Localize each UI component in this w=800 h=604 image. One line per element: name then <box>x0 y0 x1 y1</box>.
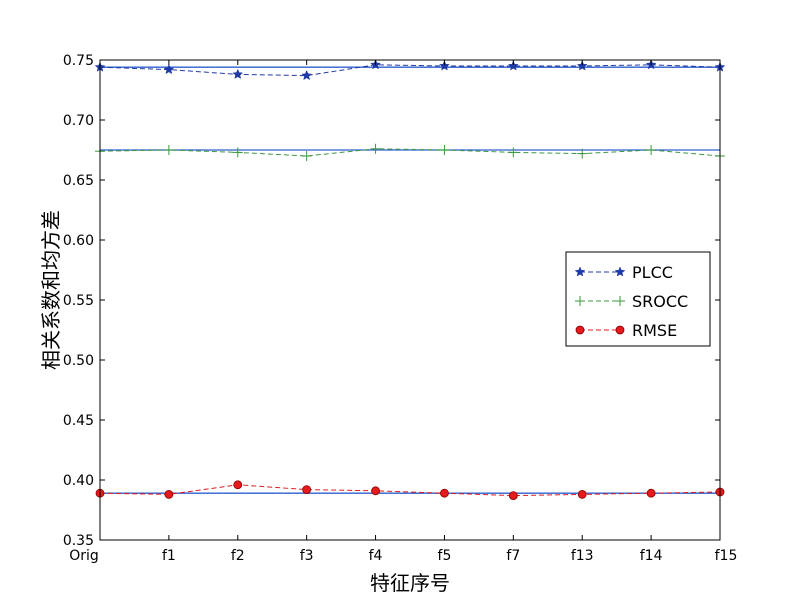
x-tick-label: f1 <box>162 548 176 564</box>
point-srocc-f13 <box>577 148 588 159</box>
point-srocc-f2 <box>232 147 243 158</box>
x-tick-label: Orig <box>69 548 99 564</box>
point-plcc-f7 <box>507 60 519 71</box>
legend-marker-srocc-b <box>615 296 625 306</box>
baseline-lines <box>100 66 720 494</box>
x-tick-label: f2 <box>231 548 245 564</box>
point-rmse-f2 <box>233 480 243 490</box>
y-tick-label: 0.70 <box>63 113 94 129</box>
point-rmse-f7 <box>508 491 518 501</box>
y-tick-label: 0.45 <box>63 413 94 429</box>
y-axis-label: 相关系数和均方差 <box>39 210 63 370</box>
x-tick-label: f15 <box>715 548 738 564</box>
legend-marker-plcc-b <box>614 266 626 277</box>
point-srocc-f1 <box>163 145 174 155</box>
legend-marker-plcc-a <box>574 266 586 277</box>
x-tick-label: f4 <box>369 548 383 564</box>
legend-label-srocc: SROCC <box>632 292 688 311</box>
x-tick-label: f3 <box>300 548 314 564</box>
point-rmse-f13 <box>577 489 587 499</box>
point-srocc-f3 <box>301 151 312 161</box>
x-tick-label: f14 <box>640 548 663 564</box>
legend-marker-rmse-a <box>575 325 585 335</box>
point-srocc-f4 <box>370 143 381 154</box>
y-tick-label: 0.65 <box>63 173 94 189</box>
point-plcc-f5 <box>439 60 450 71</box>
x-axis-label: 特征序号 <box>370 571 450 595</box>
y-tick-label: 0.50 <box>63 353 94 369</box>
point-rmse-f5 <box>440 488 449 498</box>
y-tick-label: 0.55 <box>63 293 94 309</box>
y-tick-label: 0.75 <box>63 53 94 69</box>
x-tick-label: f5 <box>438 548 452 564</box>
point-rmse-f3 <box>302 485 312 495</box>
point-plcc-f1 <box>163 63 175 75</box>
point-srocc-f7 <box>508 147 519 158</box>
legend-label-rmse: RMSE <box>632 321 677 340</box>
y-tick-label: 0.40 <box>63 473 94 489</box>
legend-marker-rmse-b <box>615 325 625 335</box>
y-tick-label: 0.35 <box>63 533 94 549</box>
point-rmse-f4 <box>371 486 380 496</box>
legend: PLCC SROCC RMSE <box>565 251 711 347</box>
point-srocc-f14 <box>646 145 657 155</box>
x-tick-label: f13 <box>571 548 594 564</box>
legend-label-plcc: PLCC <box>632 263 673 282</box>
point-plcc-f13 <box>576 60 588 71</box>
series-line-plcc <box>99 64 721 77</box>
y-tick-label: 0.60 <box>63 233 94 249</box>
legend-marker-srocc-a <box>575 296 585 306</box>
point-rmse-f14 <box>646 488 656 498</box>
x-tick-label: f7 <box>506 548 520 564</box>
point-rmse-f1 <box>164 489 174 499</box>
axes: 0.35 0.40 0.45 0.50 0.55 0.60 0.65 0.70 0.75 Orig… <box>39 53 737 595</box>
series-line-rmse <box>99 484 721 497</box>
point-srocc-f5 <box>439 145 450 155</box>
point-plcc-f2 <box>232 68 244 79</box>
point-plcc-f3 <box>301 69 313 81</box>
